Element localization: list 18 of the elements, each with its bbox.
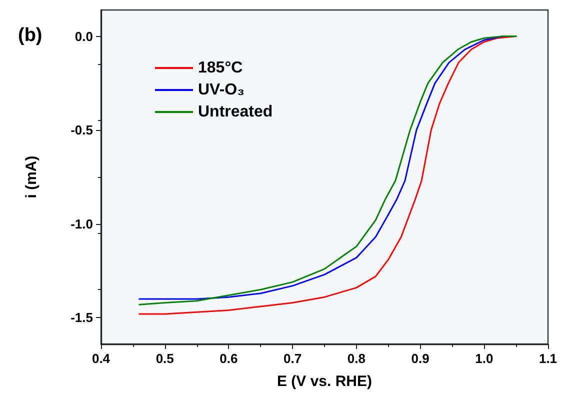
x-tick-label: 0.6 bbox=[220, 351, 238, 366]
y-tick-label: -1.0 bbox=[70, 216, 93, 232]
x-tick-label: 0.4 bbox=[92, 351, 111, 366]
y-tick-label: -1.5 bbox=[70, 310, 93, 326]
x-tick-label: 1.1 bbox=[538, 351, 558, 366]
x-tick-label: 0.8 bbox=[347, 351, 366, 366]
y-tick-label: -0.5 bbox=[70, 122, 93, 138]
x-tick-label: 0.5 bbox=[156, 351, 174, 366]
x-axis-title: E (V vs. RHE) bbox=[276, 373, 372, 390]
legend-label: UV-O₃ bbox=[198, 82, 245, 98]
x-tick-label: 0.7 bbox=[284, 351, 302, 366]
legend-label: 185°C bbox=[198, 60, 244, 76]
x-tick-label: 1.0 bbox=[475, 351, 494, 366]
x-tick-label: 0.9 bbox=[411, 351, 430, 366]
text: (b) bbox=[18, 25, 42, 46]
legend-label: Untreated bbox=[198, 104, 273, 120]
y-tick-label: 0.0 bbox=[74, 28, 93, 44]
y-axis-title: i (mA) bbox=[23, 156, 40, 198]
